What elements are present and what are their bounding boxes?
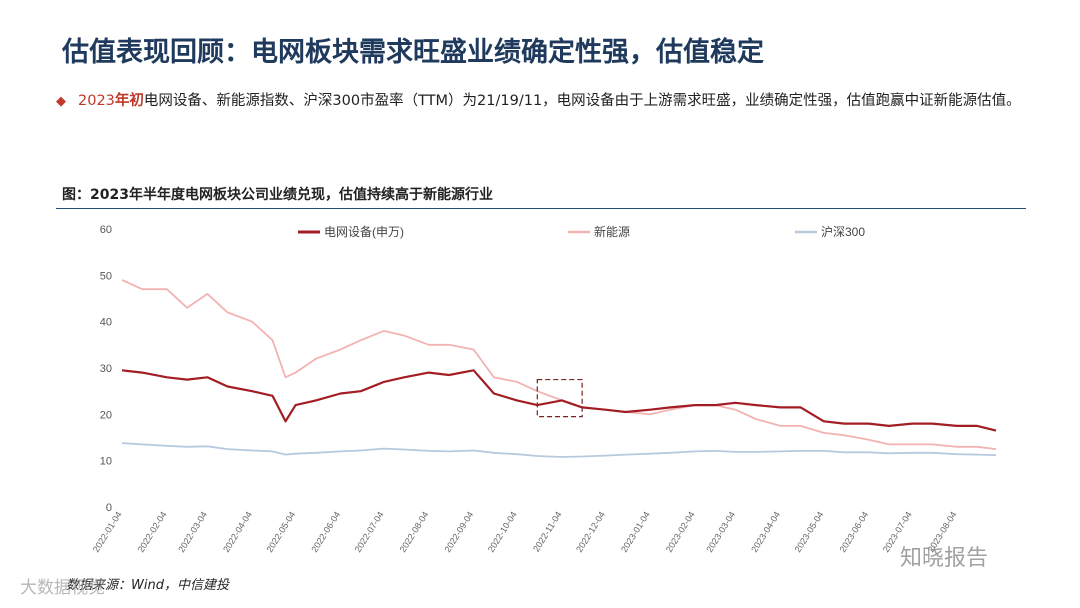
watermark-right: 知晓报告 — [900, 546, 989, 571]
y-tick-label-2: 20 — [100, 409, 112, 421]
x-tick-label-13: 2023-02-04 — [664, 510, 697, 554]
y-axis: 0 10 20 30 40 50 60 — [100, 224, 112, 514]
series-line-1 — [121, 279, 997, 450]
bullet-point: ◆ 2023年初电网设备、新能源指数、沪深300市盈率（TTM）为21/19/1… — [56, 88, 1036, 115]
y-tick-label-4: 40 — [100, 317, 112, 329]
annotation — [536, 378, 583, 418]
legend-label-1: 新能源 — [594, 224, 630, 239]
x-tick-label-8: 2022-09-04 — [442, 510, 475, 554]
x-tick-label-7: 2022-08-04 — [398, 510, 431, 554]
legend: 电网设备(申万) 新能源 沪深300 — [298, 224, 865, 239]
x-tick-label-5: 2022-06-04 — [309, 510, 342, 554]
y-tick-label-1: 10 — [100, 456, 112, 468]
bullet-body: 电网设备、新能源指数、沪深300市盈率（TTM）为21/19/11，电网设备由于… — [143, 93, 1021, 109]
x-tick-label-1: 2022-02-04 — [136, 510, 169, 554]
bullet-year: 2023 — [78, 93, 115, 109]
y-tick-label-5: 50 — [100, 270, 112, 282]
x-tick-label-4: 2022-05-04 — [264, 510, 297, 554]
bullet-early: 年初 — [114, 93, 144, 109]
x-tick-label-17: 2023-06-04 — [837, 510, 870, 554]
x-tick-label-10: 2022-11-04 — [531, 510, 564, 554]
y-tick-label-6: 60 — [100, 224, 112, 236]
x-tick-label-15: 2023-04-04 — [749, 510, 782, 554]
figure-divider — [56, 208, 1026, 209]
x-tick-label-0: 2022-01-04 — [91, 510, 124, 554]
watermark-left: 大数据视觉 — [20, 578, 105, 598]
y-tick-label-0: 0 — [106, 502, 112, 514]
diamond-bullet-icon: ◆ — [56, 94, 66, 109]
x-tick-label-2: 2022-03-04 — [176, 510, 209, 554]
x-tick-label-14: 2023-03-04 — [704, 510, 737, 554]
x-axis: 2022-01-04 2022-02-04 2022-03-04 2022-04-04… — [91, 510, 959, 554]
x-tick-label-6: 2022-07-04 — [353, 510, 386, 554]
legend-label-0: 电网设备(申万) — [324, 225, 404, 239]
legend-label-2: 沪深300 — [821, 225, 865, 239]
figure-title: 图：2023年半年度电网板块公司业绩兑现，估值持续高于新能源行业 — [62, 187, 493, 203]
x-tick-label-3: 2022-04-04 — [221, 510, 254, 554]
x-tick-label-9: 2022-10-04 — [486, 510, 519, 554]
x-tick-label-11: 2022-12-04 — [574, 510, 607, 554]
dashed-highlight-box — [536, 378, 583, 418]
series-line-0 — [121, 369, 997, 432]
series-line-2 — [121, 442, 997, 458]
y-tick-label-3: 30 — [100, 363, 112, 375]
page-title: 估值表现回顾：电网板块需求旺盛业绩确定性强，估值稳定 — [62, 37, 764, 68]
source-note: 数据来源：Wind，中信建投 — [66, 578, 229, 593]
series-lines — [121, 279, 997, 458]
x-tick-label-16: 2023-05-04 — [793, 510, 826, 554]
x-tick-label-12: 2023-01-04 — [619, 510, 652, 554]
bullet-text: 2023年初电网设备、新能源指数、沪深300市盈率（TTM）为21/19/11，… — [78, 88, 1036, 115]
